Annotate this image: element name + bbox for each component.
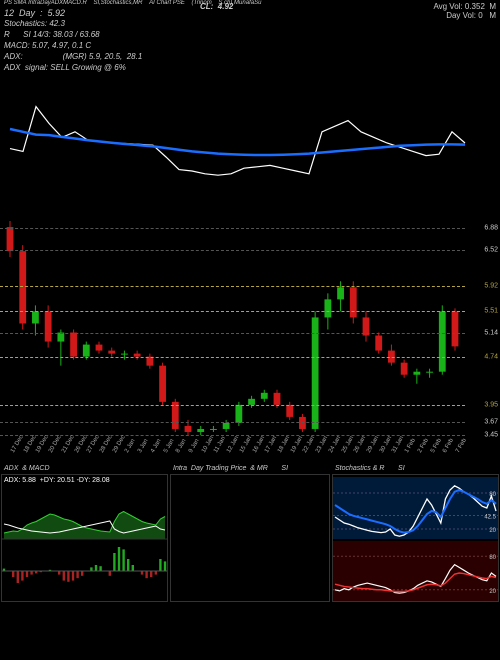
stat-adx-sig: ADX signal: SELL Growing @ 6% <box>4 62 496 73</box>
adx-macd-panel: ADX & MACD ADX: 5.88 +DY: 20.51 -DY: 28.… <box>1 474 168 602</box>
stat-stoch: Stochastics: 42.3 <box>4 18 496 29</box>
stoch-title: Stochastics & R SI <box>335 465 405 472</box>
svg-text:80: 80 <box>489 555 496 561</box>
stochastics-panel: Stochastics & R SI 8042.5208020 <box>332 474 499 602</box>
avg-vol: Avg Vol: 0.352 M <box>433 2 496 11</box>
header-big: 12 Day : 5.92 <box>4 8 65 18</box>
upper-line-chart <box>0 73 500 213</box>
day-vol: Day Vol: 0 M <box>433 11 496 20</box>
svg-text:42.5: 42.5 <box>484 515 496 521</box>
chart-header: PS SMA IntraDayADXMACD.R SI,Stochastics,… <box>0 0 500 18</box>
intraday-panel: Intra Day Trading Price & MR SI <box>170 474 330 602</box>
adx-values: ADX: 5.88 +DY: 20.51 -DY: 28.08 <box>4 477 110 484</box>
stat-rsi: R SI 14/3: 38.03 / 63.68 <box>4 29 496 40</box>
svg-text:20: 20 <box>489 589 496 595</box>
stat-adx: ADX: (MGR) 5.9, 20.5, 28.1 <box>4 51 496 62</box>
candlestick-chart: 6.886.525.925.515.144.743.953.673.45 <box>0 213 500 443</box>
stat-macd: MACD: 5.07, 4.97, 0.1 C <box>4 40 496 51</box>
svg-text:20: 20 <box>489 528 496 534</box>
lower-panels: ADX & MACD ADX: 5.88 +DY: 20.51 -DY: 28.… <box>0 473 500 603</box>
header-close: CL: 4.92 <box>200 2 233 11</box>
adx-macd-title: ADX & MACD <box>4 465 50 472</box>
header-vol: Avg Vol: 0.352 M Day Vol: 0 M <box>433 2 496 20</box>
intraday-title: Intra Day Trading Price & MR SI <box>173 465 288 472</box>
indicator-stats: Stochastics: 42.3 R SI 14/3: 38.03 / 63.… <box>0 18 500 73</box>
